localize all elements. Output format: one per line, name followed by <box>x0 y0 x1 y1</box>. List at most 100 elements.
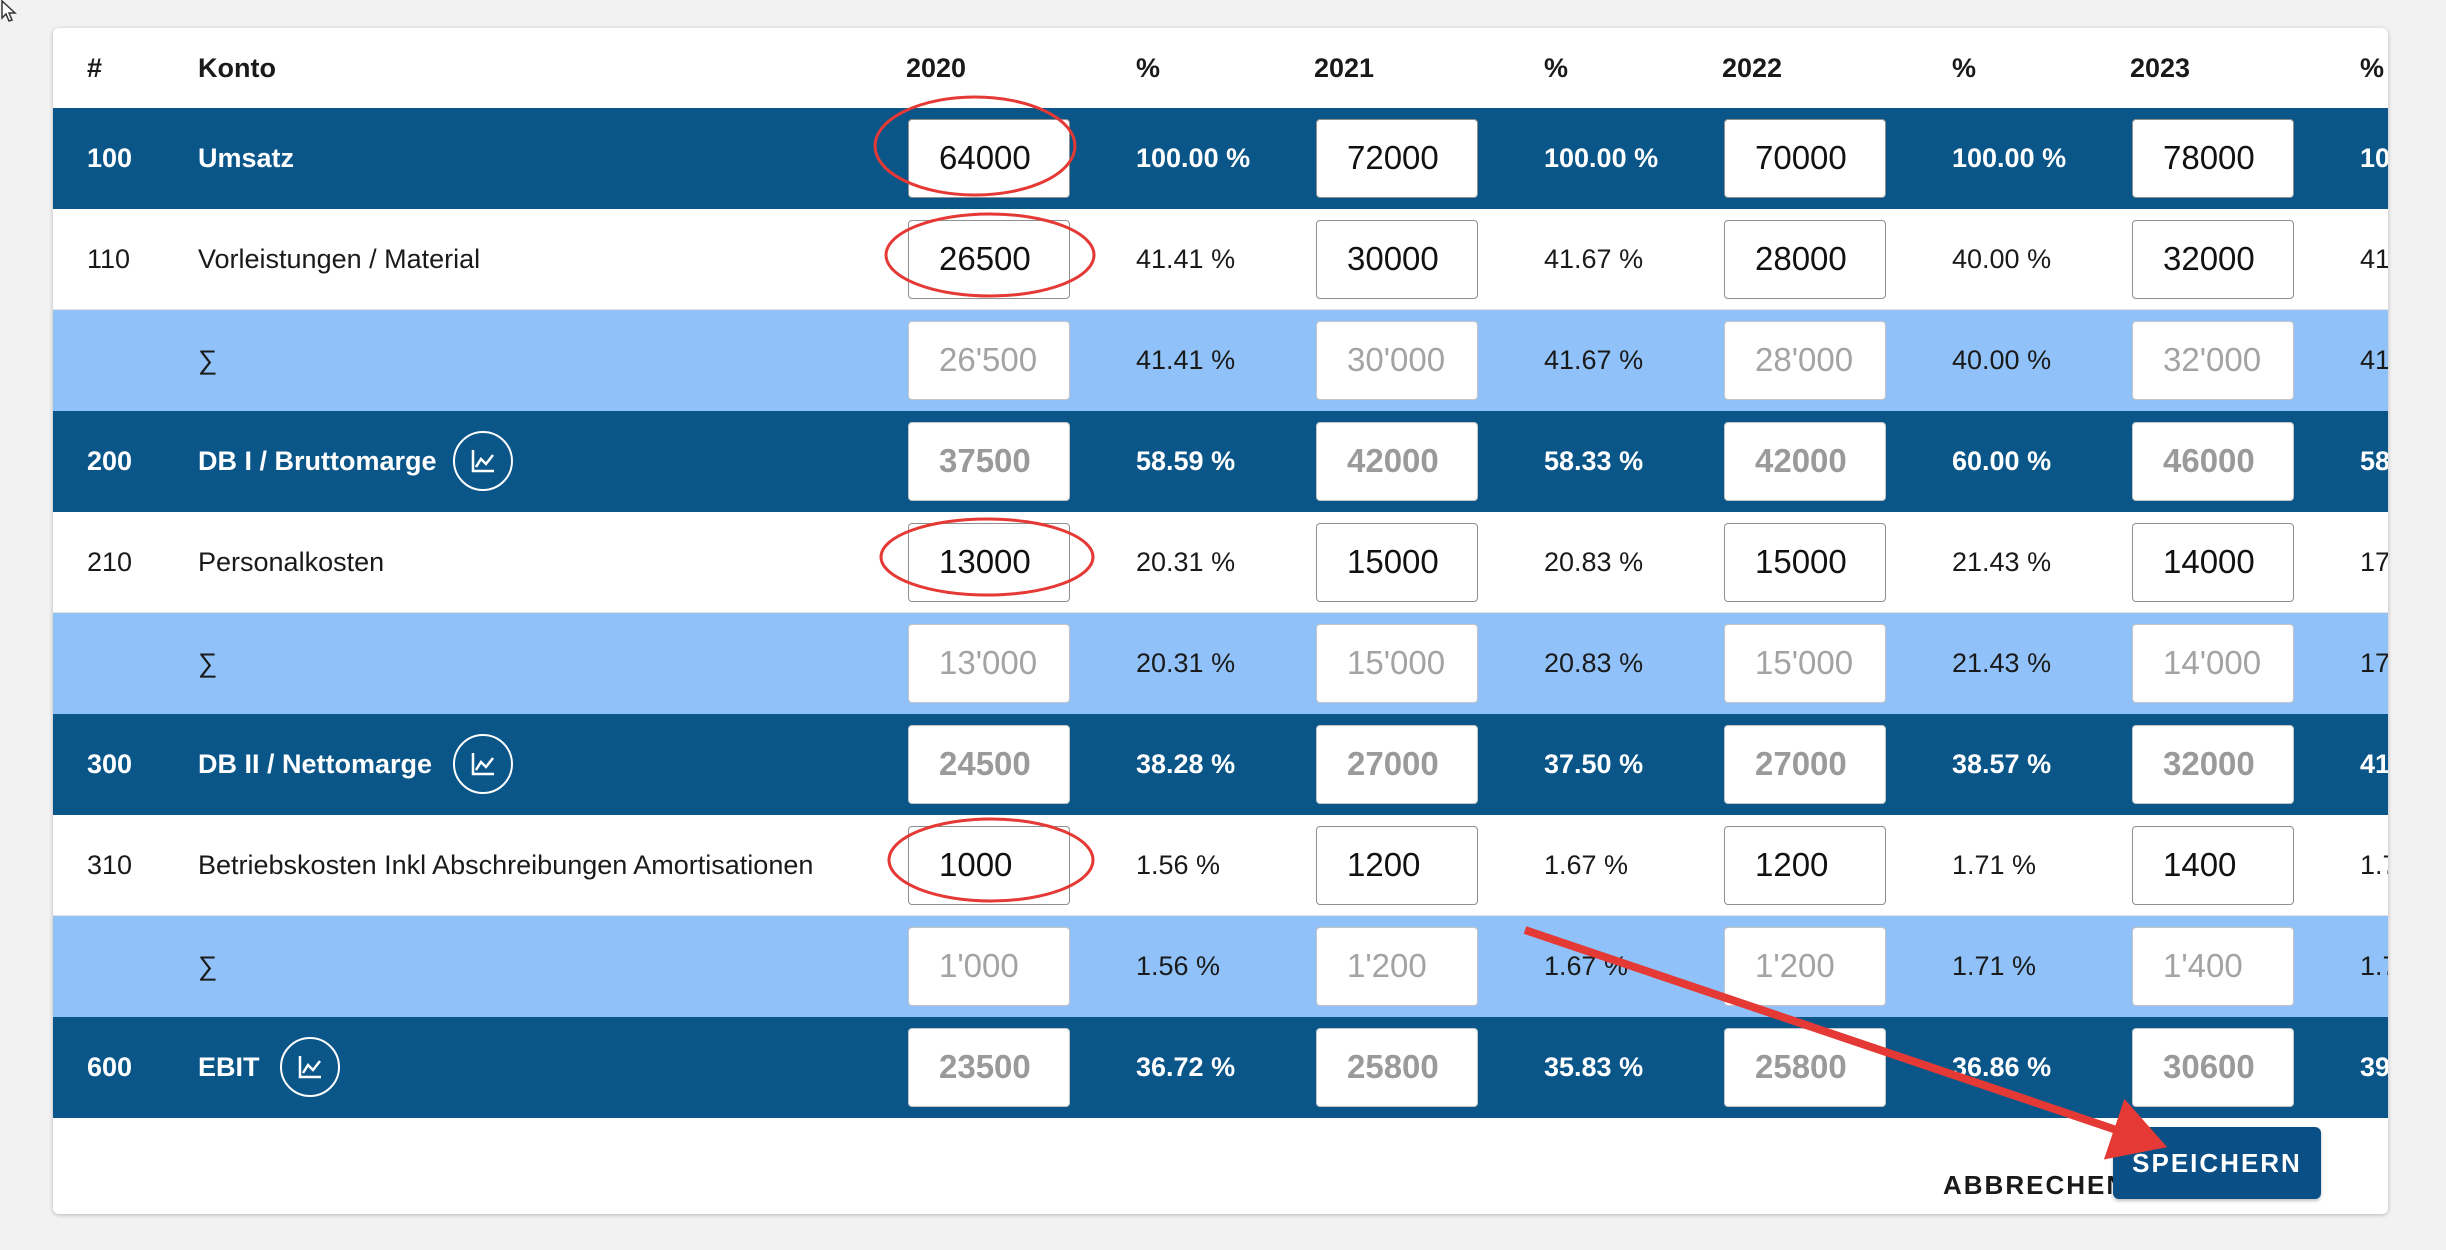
calc-value-2022: 42000 <box>1724 422 1886 501</box>
header-percent-2022: % <box>1952 53 1977 83</box>
account-number: 310 <box>87 850 133 880</box>
header-percent-2020: % <box>1136 53 1161 83</box>
percent-2023: 17 <box>2360 648 2388 678</box>
mouse-pointer-icon <box>1 0 17 22</box>
account-number: 100 <box>87 143 133 173</box>
percent-2023: 41 <box>2360 244 2388 274</box>
percent-2021: 100.00 % <box>1544 143 1659 173</box>
account-number: 210 <box>87 547 133 577</box>
account-name: Umsatz <box>198 143 295 173</box>
header-year-2023: 2023 <box>2130 53 2191 83</box>
value-input-2021[interactable]: 1200 <box>1316 826 1478 905</box>
sum-value-2021: 30'000 <box>1316 321 1478 400</box>
save-button[interactable]: SPEICHERN <box>2113 1127 2321 1199</box>
sum-value-2021: 15'000 <box>1316 624 1478 703</box>
header-percent-2023: % <box>2360 53 2385 83</box>
value-input-2021[interactable]: 30000 <box>1316 220 1478 299</box>
header-number: # <box>87 53 103 83</box>
value-input-2020[interactable]: 26500 <box>908 220 1070 299</box>
table-row-vorleistungen: 110 Vorleistungen / Material 26500 41.41… <box>53 209 2388 310</box>
table-row-umsatz: 100 Umsatz 64000 100.00 % 72000 100.00 %… <box>53 108 2388 209</box>
percent-2020: 100.00 % <box>1136 143 1251 173</box>
table-row-sum: ∑ 1'000 1.56 % 1'200 1.67 % 1'200 1.71 %… <box>53 916 2388 1017</box>
calc-value-2021: 25800 <box>1316 1028 1478 1107</box>
calc-value-2023: 46000 <box>2132 422 2294 501</box>
percent-2023: 10 <box>2360 143 2388 173</box>
account-number: 300 <box>87 749 133 779</box>
value-input-2023[interactable]: 78000 <box>2132 119 2294 198</box>
account-name: EBIT <box>198 1052 260 1082</box>
value-input-2021[interactable]: 72000 <box>1316 119 1478 198</box>
value-input-2021[interactable]: 15000 <box>1316 523 1478 602</box>
calc-value-2022: 27000 <box>1724 725 1886 804</box>
calc-value-2022: 25800 <box>1724 1028 1886 1107</box>
account-name: Vorleistungen / Material <box>198 244 481 274</box>
percent-2021: 58.33 % <box>1544 446 1644 476</box>
percent-2022: 36.86 % <box>1952 1052 2052 1082</box>
account-number: 600 <box>87 1052 133 1082</box>
table-row-ebit: 600 EBIT 23500 36.72 % 25800 35.83 % 258… <box>53 1017 2388 1118</box>
percent-2020: 58.59 % <box>1136 446 1236 476</box>
percent-2022: 60.00 % <box>1952 446 2052 476</box>
cancel-button[interactable]: ABBRECHEN <box>1943 1170 2128 1200</box>
header-year-2020: 2020 <box>906 53 967 83</box>
account-name: DB I / Bruttomarge <box>198 446 437 476</box>
value-input-2023[interactable]: 14000 <box>2132 523 2294 602</box>
percent-2023: 41 <box>2360 345 2388 375</box>
value-input-2023[interactable]: 32000 <box>2132 220 2294 299</box>
sum-value-2020: 26'500 <box>908 321 1070 400</box>
show-chart-icon[interactable] <box>453 734 513 794</box>
sum-value-2022: 1'200 <box>1724 927 1886 1006</box>
sum-value-2023: 32'000 <box>2132 321 2294 400</box>
dialog-actions: ABBRECHEN <box>53 1140 2388 1214</box>
percent-2023: 41 <box>2360 749 2388 779</box>
account-number: 200 <box>87 446 133 476</box>
calc-value-2020: 23500 <box>908 1028 1070 1107</box>
percent-2020: 1.56 % <box>1136 850 1221 880</box>
percent-2020: 41.41 % <box>1136 345 1236 375</box>
calc-value-2023: 30600 <box>2132 1028 2294 1107</box>
value-input-2022[interactable]: 15000 <box>1724 523 1886 602</box>
percent-2020: 1.56 % <box>1136 951 1221 981</box>
value-input-2022[interactable]: 70000 <box>1724 119 1886 198</box>
calc-value-2023: 32000 <box>2132 725 2294 804</box>
percent-2022: 38.57 % <box>1952 749 2052 779</box>
percent-2022: 1.71 % <box>1952 850 2037 880</box>
value-input-2022[interactable]: 28000 <box>1724 220 1886 299</box>
account-name: Betriebskosten Inkl Abschreibungen Amort… <box>198 850 814 880</box>
table-row-sum: ∑ 26'500 41.41 % 30'000 41.67 % 28'000 4… <box>53 310 2388 411</box>
value-input-2020[interactable]: 1000 <box>908 826 1070 905</box>
percent-2023: 17 <box>2360 547 2388 577</box>
table-row-bruttomarge: 200 DB I / Bruttomarge 37500 58.59 % 420… <box>53 411 2388 512</box>
percent-2022: 40.00 % <box>1952 244 2052 274</box>
percent-2021: 20.83 % <box>1544 547 1644 577</box>
show-chart-icon[interactable] <box>280 1037 340 1097</box>
value-input-2023[interactable]: 1400 <box>2132 826 2294 905</box>
header-year-2022: 2022 <box>1722 53 1783 83</box>
percent-2022: 100.00 % <box>1952 143 2067 173</box>
percent-2021: 1.67 % <box>1544 951 1629 981</box>
percent-2021: 41.67 % <box>1544 244 1644 274</box>
table-body: 100 Umsatz 64000 100.00 % 72000 100.00 %… <box>53 108 2388 1140</box>
table-row-sum: ∑ 13'000 20.31 % 15'000 20.83 % 15'000 2… <box>53 613 2388 714</box>
table-row-nettomarge: 300 DB II / Nettomarge 24500 38.28 % 270… <box>53 714 2388 815</box>
sum-value-2021: 1'200 <box>1316 927 1478 1006</box>
percent-2020: 38.28 % <box>1136 749 1236 779</box>
table-row-personalkosten: 210 Personalkosten 13000 20.31 % 15000 2… <box>53 512 2388 613</box>
value-input-2020[interactable]: 13000 <box>908 523 1070 602</box>
calc-value-2020: 37500 <box>908 422 1070 501</box>
account-number: 110 <box>87 244 131 274</box>
value-input-2020[interactable]: 64000 <box>908 119 1070 198</box>
sum-value-2022: 28'000 <box>1724 321 1886 400</box>
show-chart-icon[interactable] <box>453 431 513 491</box>
calc-value-2020: 24500 <box>908 725 1070 804</box>
percent-2020: 20.31 % <box>1136 648 1236 678</box>
percent-2021: 1.67 % <box>1544 850 1629 880</box>
header-percent-2021: % <box>1544 53 1569 83</box>
header-year-2021: 2021 <box>1314 53 1375 83</box>
value-input-2022[interactable]: 1200 <box>1724 826 1886 905</box>
calc-value-2021: 27000 <box>1316 725 1478 804</box>
percent-2023: 58 <box>2360 446 2388 476</box>
sum-symbol: ∑ <box>198 648 218 678</box>
percent-2023: 1.7 <box>2360 850 2388 880</box>
